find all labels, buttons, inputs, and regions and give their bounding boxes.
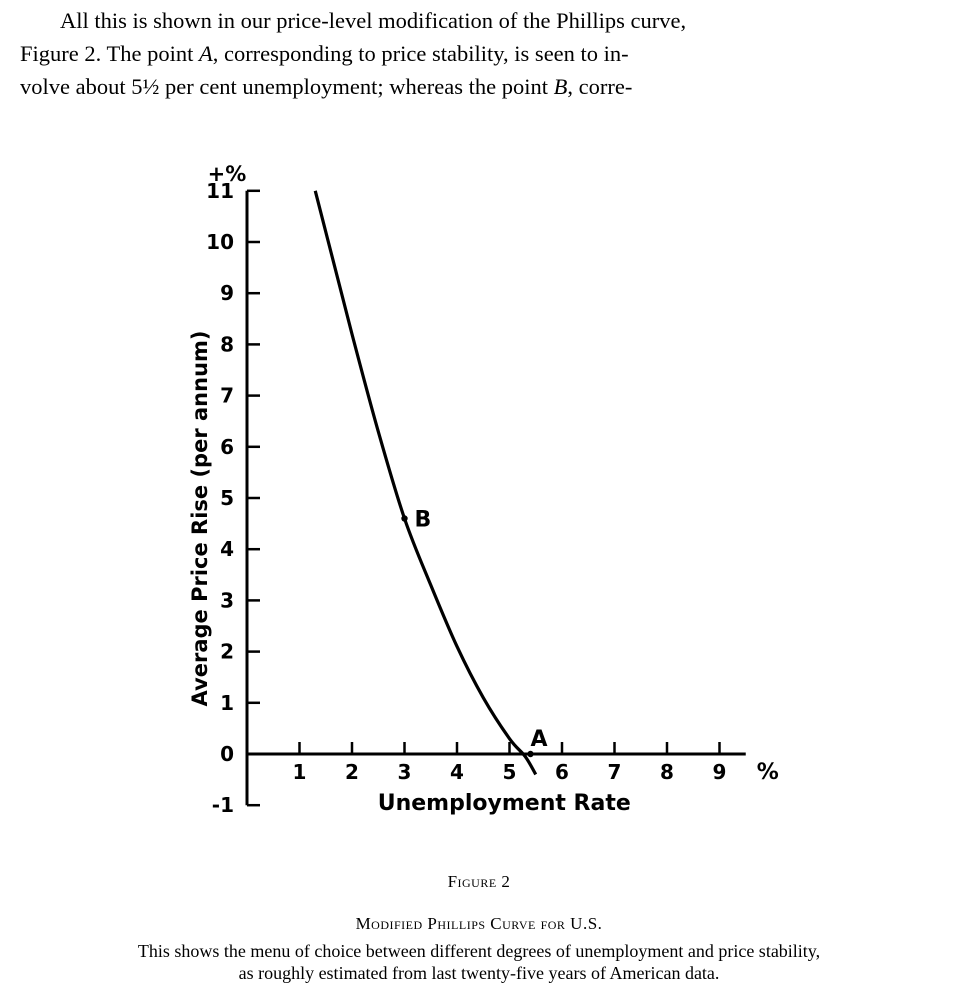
x-tick-label: 6 — [555, 760, 569, 784]
text-line-1: All this is shown in our price-level mod… — [60, 8, 687, 33]
point-b-marker — [401, 515, 408, 522]
curve-group — [313, 190, 538, 776]
paragraph-line-2: Figure 2. The point A, corresponding to … — [20, 37, 940, 70]
y-unit-label: +% — [208, 162, 247, 186]
paragraph-line-1: All this is shown in our price-level mod… — [20, 4, 940, 37]
x-tick-label: 7 — [608, 760, 622, 784]
text-line-3b: B — [553, 74, 568, 99]
y-tick-label: 4 — [220, 537, 234, 561]
y-tick-label: 6 — [220, 435, 234, 459]
x-axis-label: Unemployment Rate — [378, 791, 631, 816]
point-b-label: B — [415, 507, 432, 532]
text-line-2a: Figure 2. The point — [20, 41, 199, 66]
x-tick-label: 8 — [660, 760, 674, 784]
x-tick-label: 3 — [398, 760, 412, 784]
figure-description: This shows the menu of choice between di… — [0, 940, 958, 984]
x-tick-label: 5 — [503, 760, 517, 784]
y-ticks: -1 0 1 2 3 4 5 6 7 8 9 10 11 — [206, 179, 260, 817]
x-tick-label: 1 — [293, 760, 307, 784]
y-tick-label: 8 — [220, 332, 234, 356]
y-tick-label: 5 — [220, 486, 234, 510]
y-tick-label: 9 — [220, 281, 234, 305]
y-tick-label: 1 — [220, 691, 234, 715]
figure-description-line-1: This shows the menu of choice between di… — [137, 941, 821, 961]
y-axis-label: Average Price Rise (per annum) — [188, 330, 212, 706]
text-line-3c: , corre- — [567, 74, 633, 99]
text-line-3a: volve about 5½ per cent unemployment; wh… — [20, 74, 554, 99]
text-line-2c: , corresponding to price stability, is s… — [212, 41, 629, 66]
y-tick-label: 10 — [206, 230, 234, 254]
y-tick-label: 0 — [220, 742, 234, 766]
x-ticks: 1 2 3 4 5 6 7 8 9 — [293, 742, 727, 784]
y-tick-label: 7 — [220, 384, 234, 408]
y-tick-label: 3 — [220, 588, 234, 612]
annotations: AB — [401, 507, 548, 758]
paragraph-line-3: volve about 5½ per cent unemployment; wh… — [20, 70, 940, 103]
x-tick-label: 2 — [345, 760, 359, 784]
y-tick-label: -1 — [212, 793, 234, 817]
axis-labels: +%% Unemployment Rate Average Price Rise (… — [188, 162, 779, 816]
y-tick-label: 11 — [206, 179, 234, 203]
figure-description-line-2: as roughly estimated from last twenty-fi… — [238, 963, 720, 983]
figure-number: Figure 2 — [447, 872, 511, 891]
y-tick-label: 2 — [220, 640, 234, 664]
phillips-curve-line — [313, 190, 538, 776]
point-a-marker — [527, 750, 534, 758]
x-tick-label: 4 — [450, 760, 464, 784]
x-unit-label: % — [757, 760, 779, 785]
x-tick-label: 9 — [713, 760, 727, 784]
point-a-label: A — [531, 727, 548, 752]
text-line-2b: A — [198, 41, 213, 66]
body-paragraph: All this is shown in our price-level mod… — [20, 4, 940, 103]
figure-title: Modified Phillips Curve for U.S. — [355, 914, 603, 933]
chart-axes — [245, 190, 746, 806]
